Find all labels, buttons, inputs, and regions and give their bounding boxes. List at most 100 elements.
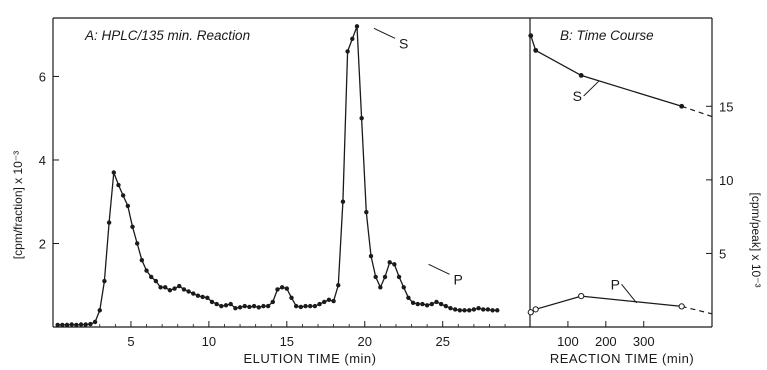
panel-a-data-point: [205, 295, 210, 300]
panel-a-data-point: [74, 322, 79, 328]
panel-b-series-p-point: [527, 309, 534, 316]
panel-b-series-s-point: [679, 103, 685, 109]
panel-a-data-point: [83, 322, 88, 327]
panel-a-data-point: [373, 274, 378, 280]
panel-a-data-point: [275, 287, 280, 292]
panel-a-data-point: [64, 322, 70, 328]
panel-a-data-point: [322, 299, 327, 305]
panel-a-data-point: [279, 285, 285, 290]
panel-a-data-point: [443, 303, 449, 309]
panel-a-data-point: [247, 304, 252, 310]
panel-a-data-point: [471, 307, 477, 312]
panel-b-series-p-extrapolation: [681, 305, 713, 315]
panel-a-data-point: [116, 182, 121, 188]
panel-a-x-tick-label: 10: [202, 334, 216, 349]
panel-a-data-point: [139, 257, 145, 263]
panel-a-x-tick-label: 20: [358, 334, 372, 349]
panel-a-annotation-pointer: [373, 27, 396, 39]
panel-a-data-point: [158, 285, 163, 290]
panel-a-series-line: [57, 25, 498, 326]
panel-b-x-tick-label: 300: [633, 334, 655, 349]
panel-a-data-point: [396, 274, 402, 280]
panel-b-series-s-point: [533, 47, 539, 53]
panel-a-data-point: [293, 303, 299, 309]
panel-a-data-point: [167, 288, 173, 293]
panel-a-data-point: [130, 224, 135, 229]
panel-a-x-tick-label: 5: [127, 334, 134, 349]
panel-b-annotation-pointer: [583, 80, 600, 97]
panel-a-data-point: [303, 303, 308, 309]
panel-a-data-point: [219, 303, 224, 309]
panel-b-series-s-extrapolation: [681, 105, 713, 118]
panel-b-x-tick-label: 100: [557, 334, 579, 349]
panel-a-ylabel: [cpm/fraction] x 10⁻³: [11, 151, 25, 259]
panel-a-xlabel: ELUTION TIME (min): [244, 351, 377, 366]
panel-a-data-point: [457, 308, 463, 313]
panel-b-annotations: SP: [573, 80, 637, 304]
panel-a-data-point: [331, 298, 336, 304]
panel-a-data-point: [368, 253, 374, 259]
panel-a-data-point: [434, 299, 439, 305]
panel-a-data-point: [256, 305, 261, 310]
panel-b-series-s-line: [530, 35, 682, 107]
panel-b-y-tick-label: 5: [719, 246, 726, 261]
panel-a-data-point: [284, 286, 290, 291]
panel-b-y-tick-label: 15: [719, 99, 733, 114]
panel-a-data-point: [462, 308, 467, 313]
panel-a-data-point: [345, 49, 350, 54]
panel-a-data-point: [111, 170, 116, 175]
panel-a-data-point: [485, 307, 491, 312]
panel-a-data-point: [429, 301, 434, 307]
panel-a-y-tick-label: 2: [39, 236, 46, 251]
panel-a-data-point: [359, 116, 364, 121]
panel-a-data-point: [308, 303, 313, 309]
panel-a-data-point: [200, 294, 205, 300]
panel-a-data-point: [106, 220, 112, 225]
panel-a-data-point: [251, 303, 257, 309]
panel-a-data-point: [237, 305, 243, 310]
panel-b-annotation-label: S: [573, 88, 582, 104]
panel-a-data-point: [153, 278, 159, 284]
panel-a-data-point: [289, 295, 294, 300]
panel-a-data-point: [415, 301, 420, 307]
panel-a-title: A: HPLC/135 min. Reaction: [84, 28, 250, 43]
panel-a-data-point: [317, 301, 322, 307]
panel-a-y-tick-label: 6: [39, 69, 46, 84]
panel-a-data-point: [265, 303, 271, 309]
panel-a-data-point: [326, 297, 332, 303]
panel-a-data-point: [134, 241, 140, 246]
panel-a-data-point: [336, 283, 341, 288]
panel-b-axes: 100 200 300 5 10 15: [529, 17, 733, 349]
panel-a-data-point: [378, 285, 383, 290]
panel-a-axes: 5 10 15 20 25 2 4 6: [39, 17, 530, 349]
panel-a-data-point: [261, 303, 266, 309]
panel-a-data-point: [233, 306, 238, 311]
panel-a-data-point: [228, 301, 233, 307]
panel-a-data-point: [149, 274, 154, 280]
panel-a-data-point: [448, 306, 453, 311]
panel-b-xlabel: REACTION TIME (min): [550, 351, 694, 366]
panel-a-data-point: [420, 301, 425, 307]
panel-a-data-point: [88, 321, 93, 327]
panel-b-series-s-point: [578, 72, 584, 78]
panel-a-data-point: [406, 295, 411, 300]
panel-b-series-p-point: [678, 303, 685, 310]
panel-b-y-tick-label: 10: [719, 173, 733, 188]
panel-a-data-point: [392, 262, 397, 267]
panel-a-data-point: [424, 303, 430, 308]
panel-a-data-point: [382, 274, 388, 280]
panel-a-data-point: [438, 301, 444, 307]
panel-a-annotations: SP: [373, 27, 463, 287]
panel-a-data-point: [354, 24, 360, 29]
panel-a-data-point: [340, 199, 346, 204]
panel-a-data-point: [191, 291, 196, 296]
panel-b-series-s-point: [528, 33, 534, 39]
panel-b-x-tick-label: 200: [595, 334, 617, 349]
panel-a-data-point: [69, 322, 74, 327]
panel-a-data-point: [242, 303, 247, 309]
panel-a-data-point: [223, 303, 229, 308]
panel-a-data-point: [209, 299, 215, 305]
panel-a-data-point: [467, 308, 472, 313]
panel-a-data-point: [163, 285, 168, 290]
panel-a-data-point: [490, 308, 495, 313]
